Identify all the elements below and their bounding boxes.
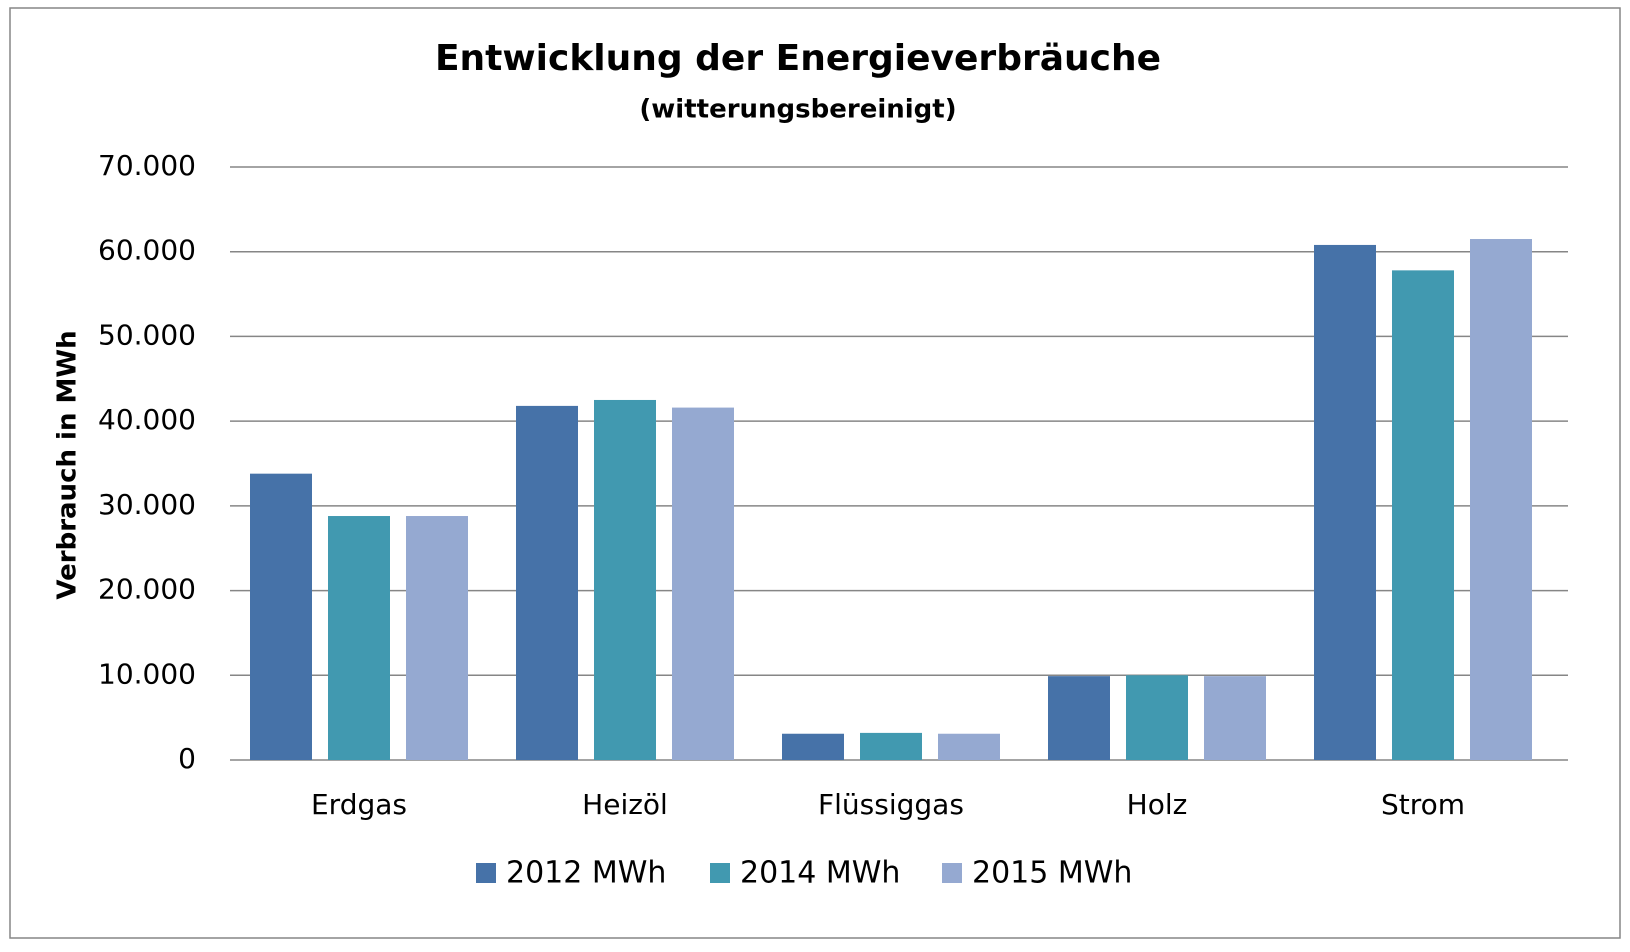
bar (406, 516, 468, 760)
bar (1204, 676, 1266, 760)
bar (594, 399, 656, 760)
y-tick-label: 0 (178, 742, 196, 775)
x-tick-label: Heizöl (582, 788, 668, 821)
bar (1392, 270, 1454, 760)
y-tick-label: 40.000 (98, 403, 196, 436)
legend-label: 2012 MWh (506, 856, 666, 891)
legend-swatch (710, 863, 730, 883)
y-tick-label: 50.000 (98, 318, 196, 351)
bar (782, 733, 844, 760)
bar (1048, 676, 1110, 760)
chart-title: Entwicklung der Energieverbräuche (435, 38, 1161, 79)
x-tick-label: Erdgas (311, 788, 407, 821)
y-tick-label: 70.000 (98, 149, 196, 182)
bar (1470, 239, 1532, 760)
legend-label: 2015 MWh (972, 856, 1132, 891)
y-tick-label: 10.000 (98, 657, 196, 690)
bar (250, 473, 312, 760)
bar (1314, 244, 1376, 761)
chart-frame (9, 7, 1621, 939)
y-tick-label: 30.000 (98, 488, 196, 521)
y-tick-label: 20.000 (98, 573, 196, 606)
chart-subtitle: (witterungsbereinigt) (639, 95, 956, 125)
bar (672, 407, 734, 760)
legend-label: 2014 MWh (740, 856, 900, 891)
x-tick-label: Flüssiggas (818, 788, 964, 821)
x-tick-label: Holz (1127, 788, 1188, 821)
bar (1126, 675, 1188, 760)
y-tick-label: 60.000 (98, 234, 196, 267)
bar (938, 733, 1000, 760)
x-tick-label: Strom (1381, 788, 1465, 821)
bar (328, 516, 390, 760)
y-axis-title: Verbrauch in MWh (53, 330, 83, 599)
legend-swatch (476, 863, 496, 883)
bar (860, 732, 922, 760)
legend-swatch (942, 863, 962, 883)
bar (516, 405, 578, 760)
